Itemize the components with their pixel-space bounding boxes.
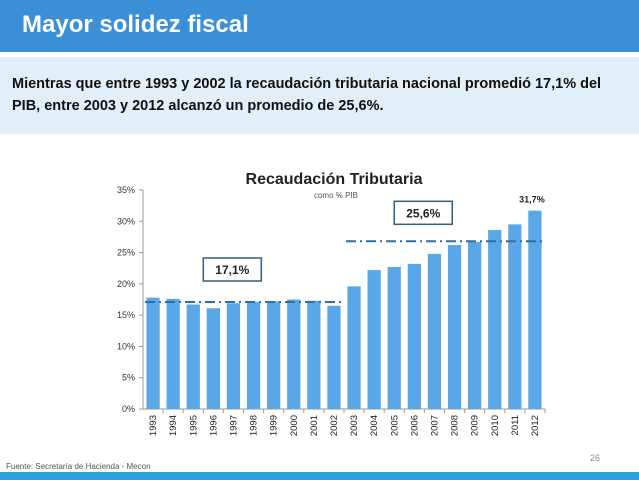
x-tick-label: 1995: [188, 415, 199, 436]
bar-2011: [508, 224, 522, 409]
tax-revenue-chart: Recaudación Tributaria como % PIB 0% 5% 10…: [117, 171, 546, 436]
bar-1995: [186, 304, 200, 409]
summary-text: Mientras que entre 1993 y 2002 la recaud…: [12, 76, 602, 114]
x-tick-label: 1997: [228, 415, 239, 436]
bar-2010: [488, 230, 502, 409]
bar-1997: [226, 303, 241, 409]
y-tick-label: 15%: [117, 310, 135, 320]
x-tick-label: 2000: [289, 415, 300, 436]
bar-1993: [146, 297, 160, 409]
bar-2003: [347, 286, 361, 409]
average-box-2: [393, 200, 453, 226]
page-number: 26: [590, 453, 601, 463]
bar-2000: [287, 299, 301, 409]
bar-2007: [427, 253, 442, 409]
x-tick-label: 1999: [269, 415, 280, 436]
y-tick-label: 5%: [122, 373, 135, 383]
y-tick-label: 20%: [117, 279, 135, 289]
bar-2001: [307, 300, 321, 409]
x-tick-label: 2003: [349, 415, 360, 436]
bar-2008: [447, 245, 462, 409]
x-tick-label: 2004: [369, 415, 380, 436]
average-box-1: [202, 257, 263, 282]
bar-2004: [367, 270, 381, 409]
bar-2006: [407, 263, 421, 409]
y-tick-label: 35%: [117, 185, 135, 195]
x-tick-label: 1994: [168, 415, 179, 436]
chart-title: Recaudación Tributaria: [246, 171, 423, 188]
summary-box: Mientras que entre 1993 y 2002 la recaud…: [0, 57, 639, 134]
bottom-accent-bar: [0, 472, 639, 480]
x-tick-label: 2001: [309, 415, 320, 436]
bar-data-label: 31,7%: [519, 195, 545, 205]
x-tick-label: 2007: [429, 415, 440, 436]
bar-1999: [267, 301, 281, 409]
y-tick-label: 10%: [117, 341, 135, 351]
x-tick-label: 1993: [148, 415, 159, 436]
bar-2012: [528, 210, 542, 409]
x-tick-label: 2010: [490, 415, 501, 436]
y-tick-label: 0%: [122, 404, 135, 414]
bar-2002: [327, 305, 341, 409]
page-title: Mayor solidez fiscal: [22, 11, 249, 38]
y-tick-label: 25%: [117, 248, 135, 258]
y-tick-label: 30%: [117, 216, 135, 226]
average-label-2: 25,6%: [406, 206, 440, 220]
x-tick-label: 1996: [208, 415, 219, 436]
x-tick-label: 2006: [409, 415, 420, 436]
x-tick-label: 2008: [450, 415, 461, 436]
bar-1998: [246, 302, 261, 409]
x-tick-label: 2002: [329, 415, 340, 436]
chart-subtitle: como % PIB: [314, 191, 358, 200]
bar-1996: [206, 308, 220, 409]
x-tick-label: 2005: [389, 415, 400, 436]
x-tick-label: 2011: [510, 415, 521, 435]
average-label-1: 17,1%: [215, 263, 249, 277]
header-bar: Mayor solidez fiscal: [0, 0, 639, 52]
bar-2005: [387, 266, 401, 409]
x-tick-label: 2012: [530, 415, 541, 436]
source-note: Fuente: Secretaría de Hacienda - Mecon: [6, 462, 151, 471]
bar-1994: [166, 298, 180, 409]
bar-2009: [468, 241, 482, 409]
x-tick-label: 2009: [470, 415, 481, 436]
x-tick-label: 1998: [249, 415, 260, 436]
